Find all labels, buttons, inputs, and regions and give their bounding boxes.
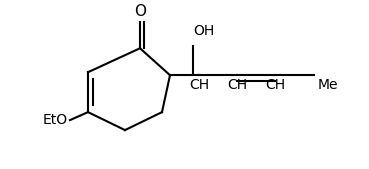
Text: CH: CH (189, 78, 209, 92)
Text: EtO: EtO (43, 113, 68, 127)
Text: CH: CH (227, 78, 247, 92)
Text: OH: OH (193, 24, 214, 38)
Text: Me: Me (318, 78, 338, 92)
Text: O: O (134, 4, 146, 19)
Text: CH: CH (265, 78, 285, 92)
